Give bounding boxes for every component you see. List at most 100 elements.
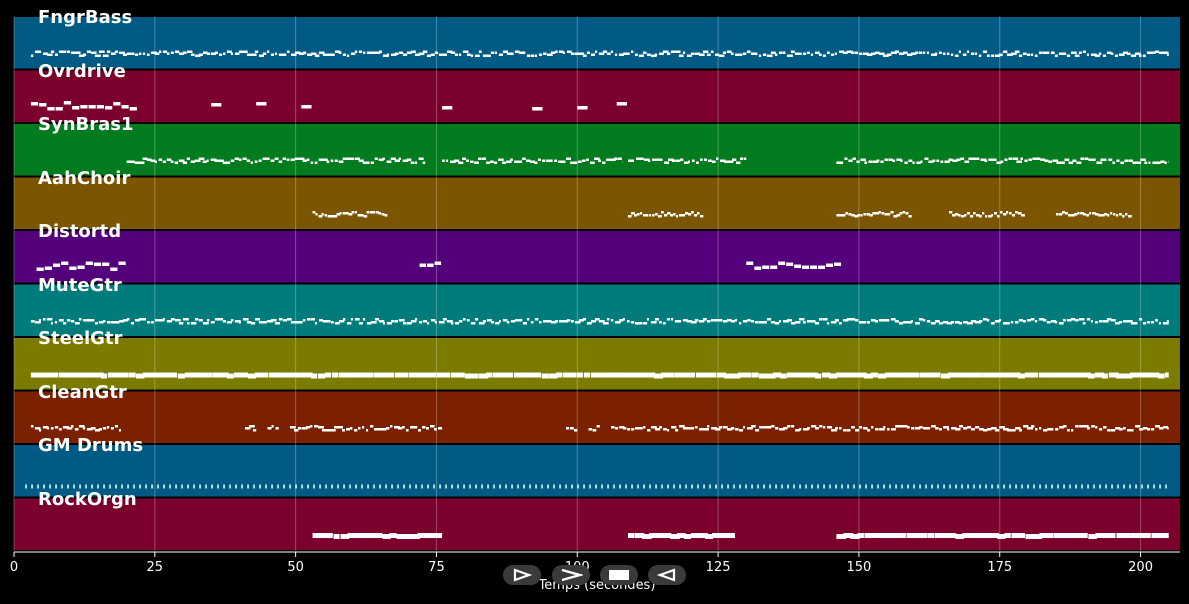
note <box>229 484 231 489</box>
note <box>374 157 378 161</box>
note <box>1147 484 1149 489</box>
note <box>758 321 764 324</box>
note <box>1015 211 1018 214</box>
play-button[interactable] <box>503 565 541 585</box>
note <box>670 50 676 54</box>
note <box>355 484 357 489</box>
note <box>822 54 826 58</box>
note <box>554 320 558 323</box>
note <box>916 161 921 165</box>
note <box>1107 214 1110 217</box>
note <box>991 484 993 489</box>
note <box>562 51 565 55</box>
note <box>82 427 86 430</box>
note <box>187 484 189 489</box>
note <box>1080 212 1084 215</box>
note <box>574 52 580 56</box>
note <box>406 429 409 432</box>
note <box>34 50 41 54</box>
note <box>138 318 144 321</box>
note <box>366 211 369 214</box>
note <box>139 484 141 489</box>
note <box>1122 373 1133 379</box>
note <box>783 427 788 430</box>
note <box>1054 321 1058 324</box>
note <box>463 484 465 489</box>
note <box>842 51 848 55</box>
note <box>1157 373 1165 379</box>
note <box>1087 427 1090 430</box>
note <box>1022 52 1027 56</box>
note <box>679 425 685 428</box>
note <box>126 160 132 164</box>
rewind-button[interactable] <box>648 565 686 585</box>
note <box>658 321 662 324</box>
note <box>715 484 717 489</box>
note <box>514 319 520 322</box>
note <box>1012 214 1016 217</box>
note <box>735 428 739 431</box>
stop-button[interactable] <box>600 565 638 585</box>
forward-button[interactable] <box>552 565 590 585</box>
note <box>922 319 926 322</box>
note <box>520 372 529 378</box>
note <box>154 319 159 322</box>
note <box>490 321 495 324</box>
note <box>714 53 720 57</box>
note <box>1164 372 1169 378</box>
note <box>973 212 976 215</box>
note <box>1095 533 1106 539</box>
note <box>632 372 641 378</box>
note <box>267 427 272 430</box>
note <box>66 50 70 54</box>
note <box>690 52 695 56</box>
note <box>190 322 197 325</box>
note <box>314 322 318 325</box>
note <box>954 321 960 324</box>
note <box>978 54 982 58</box>
note <box>686 54 692 58</box>
note <box>570 427 574 430</box>
note <box>596 425 600 428</box>
note <box>634 533 645 539</box>
note <box>1083 213 1086 216</box>
note <box>110 427 114 430</box>
note <box>578 52 585 56</box>
note <box>482 157 487 161</box>
note <box>70 425 74 428</box>
note <box>1106 318 1112 321</box>
note <box>530 54 535 58</box>
note <box>961 372 970 378</box>
note <box>39 103 47 107</box>
note <box>883 484 885 489</box>
note <box>529 484 531 489</box>
note <box>558 50 564 54</box>
note <box>126 52 132 56</box>
note <box>1154 319 1158 322</box>
note <box>704 534 714 540</box>
note <box>1031 372 1039 378</box>
note <box>190 160 196 164</box>
note <box>110 267 118 272</box>
note <box>1146 321 1150 324</box>
note <box>987 428 992 431</box>
note <box>1051 428 1054 431</box>
note <box>847 484 849 489</box>
note <box>301 105 312 109</box>
note <box>458 161 464 165</box>
note <box>44 266 52 271</box>
note <box>138 52 142 56</box>
note <box>1063 425 1067 428</box>
note <box>706 53 711 57</box>
note <box>338 51 342 55</box>
note <box>892 159 896 163</box>
note <box>967 484 969 489</box>
track-lane <box>14 498 1180 550</box>
note <box>687 427 691 430</box>
note <box>570 161 576 165</box>
note <box>542 320 549 323</box>
note <box>1077 212 1080 215</box>
note <box>678 214 683 217</box>
note <box>126 318 130 321</box>
note <box>198 157 205 161</box>
